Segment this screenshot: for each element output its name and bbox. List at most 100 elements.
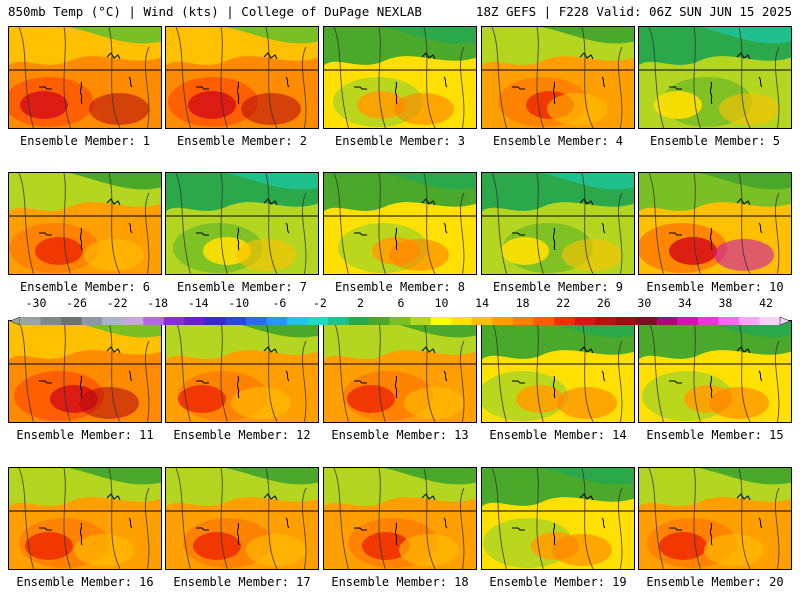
colorbar-tick-label: 26 xyxy=(596,296,611,310)
colorbar-segment xyxy=(451,317,473,325)
colorbar-segment xyxy=(512,317,534,325)
colorbar-tick-label: 42 xyxy=(759,296,773,310)
ensemble-member-label: Ensemble Member: 13 xyxy=(331,428,469,442)
ensemble-member-map xyxy=(165,320,319,423)
ensemble-member-map xyxy=(323,320,477,423)
colorbar-tick-label: 2 xyxy=(356,296,364,310)
temperature-field xyxy=(639,27,791,128)
temperature-field xyxy=(324,321,476,422)
colorbar-segment xyxy=(697,317,719,325)
colorbar-segment xyxy=(328,317,349,325)
colorbar-tick-label: 14 xyxy=(475,296,490,310)
ensemble-member-map xyxy=(8,320,162,423)
model-run-info: 18Z GEFS | F228 Valid: 06Z SUN JUN 15 20… xyxy=(475,4,792,19)
ensemble-member-label: Ensemble Member: 5 xyxy=(649,134,781,148)
ensemble-member-label: Ensemble Member: 20 xyxy=(646,575,784,589)
ensemble-member-label: Ensemble Member: 8 xyxy=(334,280,466,294)
colorbar-tick-label: -22 xyxy=(106,296,128,310)
ensemble-member-map xyxy=(8,172,162,275)
colorbar-scale xyxy=(9,316,791,326)
temperature-field xyxy=(166,173,318,274)
ensemble-member-map xyxy=(165,172,319,275)
temperature-field xyxy=(639,321,791,422)
ensemble-member-label: Ensemble Member: 18 xyxy=(331,575,469,589)
chart-title: 850mb Temp (°C) | Wind (kts) | College o… xyxy=(8,4,422,19)
ensemble-member-map xyxy=(481,320,635,423)
ensemble-member-map xyxy=(481,26,635,129)
colorbar-tick-label: -10 xyxy=(228,296,250,310)
ensemble-member-label: Ensemble Member: 1 xyxy=(19,134,151,148)
colorbar-segment xyxy=(122,317,144,325)
ensemble-member-map xyxy=(165,26,319,129)
ensemble-member-label: Ensemble Member: 16 xyxy=(16,575,154,589)
colorbar-segment xyxy=(40,317,62,325)
colorbar-segment xyxy=(677,317,699,325)
colorbar-segment xyxy=(636,317,658,325)
ensemble-member-label: Ensemble Member: 14 xyxy=(489,428,627,442)
colorbar-segment xyxy=(656,317,678,325)
colorbar-segment xyxy=(430,317,452,325)
colorbar-tick-label: 6 xyxy=(397,296,405,310)
colorbar-segment xyxy=(184,317,206,325)
ensemble-member-map xyxy=(481,172,635,275)
temperature-field xyxy=(166,321,318,422)
temperature-field xyxy=(9,27,161,128)
temperature-field xyxy=(324,27,476,128)
colorbar-segment xyxy=(389,317,411,325)
colorbar-tick-label: 30 xyxy=(637,296,652,310)
colorbar-segment xyxy=(307,317,329,325)
ensemble-member-label: Ensemble Member: 12 xyxy=(173,428,311,442)
temperature-colorbar xyxy=(9,310,791,326)
colorbar-tick-label: 38 xyxy=(718,296,733,310)
colorbar-tick-label: -26 xyxy=(66,296,87,310)
colorbar-tick-label: -30 xyxy=(25,296,47,310)
colorbar-segment xyxy=(81,317,103,325)
colorbar-segment xyxy=(143,317,165,325)
temperature-field xyxy=(324,468,476,569)
colorbar-tick-label: 34 xyxy=(677,296,692,310)
colorbar-segment xyxy=(287,317,308,325)
colorbar-segment xyxy=(738,317,760,325)
colorbar-segment xyxy=(533,317,555,325)
ensemble-member-label: Ensemble Member: 17 xyxy=(173,575,311,589)
colorbar-segment xyxy=(204,317,226,325)
ensemble-member-map xyxy=(638,172,792,275)
ensemble-member-label: Ensemble Member: 9 xyxy=(492,280,624,294)
colorbar-segment xyxy=(369,317,391,325)
ensemble-member-label: Ensemble Member: 4 xyxy=(492,134,624,148)
colorbar-tick-label: -2 xyxy=(312,296,327,310)
ensemble-member-map xyxy=(638,26,792,129)
ensemble-member-label: Ensemble Member: 6 xyxy=(19,280,151,294)
ensemble-member-map xyxy=(481,467,635,570)
colorbar-segment xyxy=(759,317,781,325)
colorbar-segment xyxy=(61,317,82,325)
temperature-field xyxy=(482,173,634,274)
ensemble-member-label: Ensemble Member: 19 xyxy=(489,575,627,589)
colorbar-tick-label: -14 xyxy=(187,296,209,310)
temperature-field xyxy=(482,321,634,422)
colorbar-segment xyxy=(718,317,740,325)
ensemble-member-map xyxy=(323,26,477,129)
temperature-field xyxy=(9,173,161,274)
colorbar-segment xyxy=(410,317,432,325)
ensemble-member-map xyxy=(638,467,792,570)
ensemble-member-map xyxy=(638,320,792,423)
colorbar-segment xyxy=(348,317,370,325)
ensemble-member-map xyxy=(8,26,162,129)
colorbar-segment xyxy=(595,317,616,325)
ensemble-member-label: Ensemble Member: 11 xyxy=(16,428,154,442)
temperature-field xyxy=(639,173,791,274)
colorbar-tick-label: 18 xyxy=(515,296,530,310)
colorbar-segment xyxy=(615,317,637,325)
ensemble-member-map xyxy=(8,467,162,570)
colorbar-segment xyxy=(245,317,267,325)
colorbar-tick-label: 10 xyxy=(434,296,449,310)
ensemble-member-label: Ensemble Member: 10 xyxy=(646,280,784,294)
colorbar-segment xyxy=(163,317,185,325)
colorbar-segment xyxy=(102,317,124,325)
ensemble-member-label: Ensemble Member: 15 xyxy=(646,428,784,442)
temperature-field xyxy=(166,468,318,569)
ensemble-member-label: Ensemble Member: 2 xyxy=(176,134,308,148)
ensemble-member-label: Ensemble Member: 7 xyxy=(176,280,308,294)
ensemble-member-map xyxy=(323,467,477,570)
